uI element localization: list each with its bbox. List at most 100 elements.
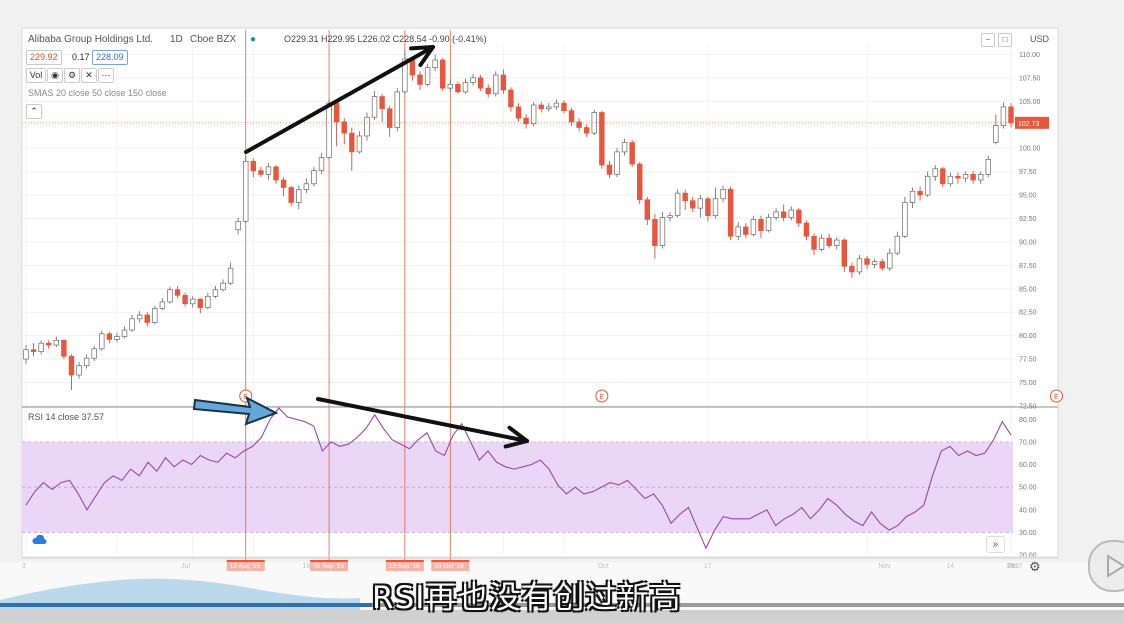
candle-body: [470, 77, 476, 83]
candle-body: [76, 365, 82, 376]
candle-body: [30, 349, 37, 352]
hide-eye-icon[interactable]: ◉: [47, 68, 63, 83]
candle-body: [243, 160, 249, 222]
close-icon[interactable]: ✕: [81, 68, 97, 83]
price-tick-label: 100.00: [1019, 146, 1041, 153]
candle-body: [735, 226, 741, 237]
candle-body: [38, 342, 44, 352]
rsi-tick-label: 40.00: [1019, 507, 1037, 514]
current-price-label: 102.73: [1018, 121, 1040, 128]
candle-body: [515, 106, 522, 119]
candle-body: [220, 282, 226, 291]
rsi-tick-label: 60.00: [1019, 462, 1037, 469]
price-tick-label: 75.00: [1019, 380, 1037, 387]
price-tick-label: 90.00: [1019, 239, 1037, 246]
candle-body: [152, 308, 158, 323]
scroll-right-button[interactable]: »: [986, 536, 1005, 553]
candle-body: [485, 87, 491, 95]
candle-body: [826, 237, 832, 247]
interval-label[interactable]: 1D: [170, 34, 183, 45]
candle-body: [652, 219, 658, 247]
candle-body: [697, 198, 704, 209]
candle-body: [91, 348, 97, 359]
video-progress-remaining: [372, 603, 1124, 607]
candle-body: [114, 336, 120, 340]
candle-body: [523, 117, 529, 125]
buy-price-button[interactable]: 228.09: [92, 50, 128, 65]
settings-icon[interactable]: ⚙: [64, 68, 80, 83]
price-tick-label: 107.50: [1019, 75, 1041, 82]
candle-body: [356, 135, 363, 153]
candle-body: [121, 329, 128, 337]
candle-body: [303, 183, 310, 190]
minimize-pane-icon[interactable]: −: [981, 33, 995, 47]
candle-body: [508, 89, 514, 108]
gear-icon[interactable]: ⚙: [1029, 559, 1041, 574]
candle-body: [599, 112, 605, 166]
candle-body: [432, 59, 438, 68]
candle-body: [493, 74, 499, 95]
currency-label[interactable]: USD: [1030, 34, 1050, 44]
play-icon[interactable]: [1088, 540, 1124, 592]
price-tick-label: 80.00: [1019, 333, 1037, 340]
candle-body: [667, 215, 673, 218]
rsi-tick-label: 70.00: [1019, 439, 1037, 446]
maximize-pane-icon[interactable]: □: [998, 33, 1012, 47]
candle-body: [159, 301, 166, 309]
price-higher-high-arrow: [244, 45, 435, 154]
cloud-icon[interactable]: [32, 535, 48, 545]
candle-body: [197, 298, 203, 308]
candle-body: [962, 174, 969, 179]
candle-body: [583, 127, 590, 134]
price-tick-label: 82.50: [1019, 310, 1037, 317]
candle-body: [644, 199, 651, 220]
candle-body: [258, 170, 264, 175]
candle-body: [690, 200, 696, 209]
candle-body: [417, 74, 423, 85]
rsi-tick-label: 20.00: [1019, 553, 1037, 560]
candle-body: [803, 222, 810, 237]
rsi-tick-label: 50.00: [1019, 485, 1037, 492]
candle-body: [144, 314, 150, 323]
candle-body: [53, 340, 60, 346]
candle-body: [932, 168, 938, 177]
rsi-legend[interactable]: RSI 14 close 37.57: [28, 412, 105, 422]
candle-body: [712, 198, 719, 217]
candle-body: [902, 202, 908, 237]
rsi-line: [25, 407, 1012, 550]
candle-body: [856, 258, 863, 273]
candle-body: [765, 217, 772, 232]
candle-body: [326, 102, 332, 158]
candle-body: [371, 96, 378, 118]
candle-body: [129, 318, 135, 331]
symbol-name[interactable]: Alibaba Group Holdings Ltd.: [28, 34, 154, 45]
candle-body: [394, 91, 400, 128]
price-tick-label: 97.50: [1019, 169, 1037, 176]
price-tick-label: 85.00: [1019, 286, 1037, 293]
candle-body: [993, 125, 999, 143]
chart-border: [21, 27, 1059, 559]
candle-body: [591, 112, 597, 134]
price-tick-label: 110.00: [1019, 52, 1040, 59]
candle-body: [46, 342, 52, 346]
price-tick-label: 77.50: [1019, 357, 1037, 364]
candle-body: [924, 175, 931, 196]
candle-body: [629, 142, 635, 165]
candle-body: [750, 219, 757, 235]
volume-toggle[interactable]: Vol: [26, 68, 46, 83]
candle-body: [174, 289, 181, 296]
candle-body: [849, 265, 855, 273]
candle-body: [940, 168, 946, 185]
candle-body: [189, 298, 196, 305]
collapse-legend-icon[interactable]: ⌃: [26, 104, 42, 119]
candle-body: [265, 166, 272, 175]
candle-body: [296, 189, 302, 203]
sma-legend[interactable]: SMAS 20 close 50 close 150 close: [28, 88, 167, 98]
candle-body: [462, 82, 469, 93]
candle-body: [743, 226, 749, 235]
candle-body: [614, 151, 620, 175]
sell-price-button[interactable]: 229.92: [26, 50, 62, 65]
more-icon[interactable]: ⋯: [98, 68, 114, 83]
candle-body: [205, 295, 211, 308]
